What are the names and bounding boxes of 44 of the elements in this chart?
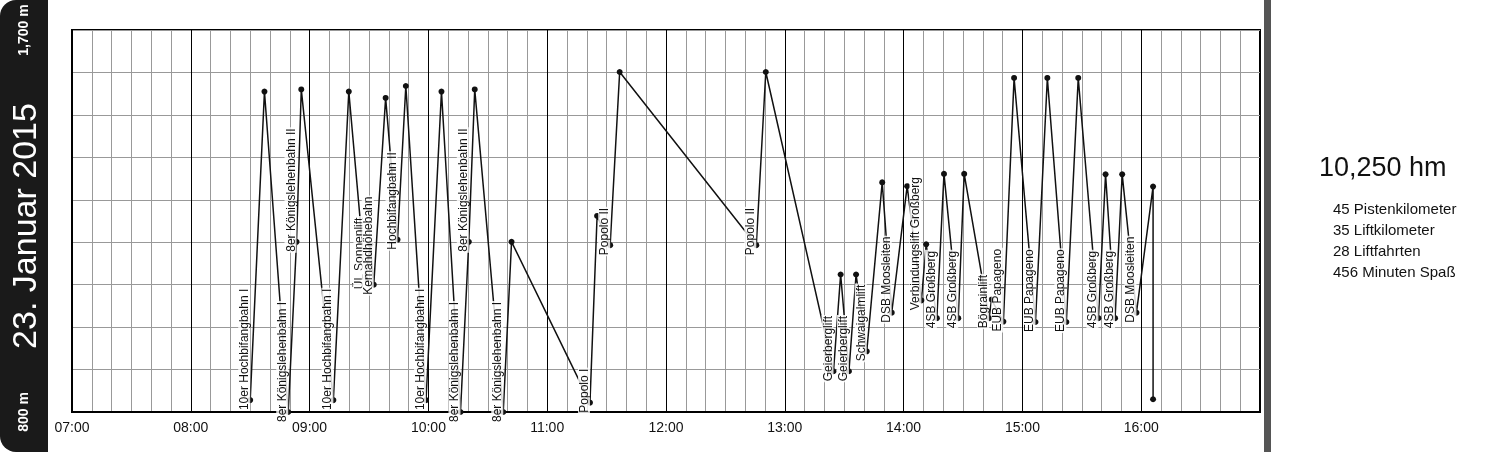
annotation: 4SB Großberg [923, 250, 938, 329]
annotation: Bögrainlift [976, 274, 991, 329]
annotation: 8er Königslehenbahn I [275, 301, 290, 422]
annotation: Popolo II [597, 207, 612, 256]
annotation: 4SB Großberg [1102, 250, 1117, 329]
annotation: DSB Moosleiten [878, 236, 893, 323]
x-tick-label: 13:00 [767, 419, 803, 435]
annotation: EUB Papageno [1053, 248, 1068, 333]
annotation: 10er Hochbifangbahn I [320, 288, 335, 411]
annotation: Hochbifangbahn II [384, 152, 399, 250]
text: 23. Januar 2015 [5, 103, 43, 349]
x-tick-label: 11:00 [530, 419, 565, 435]
text: 35 Liftkilometer [1333, 221, 1435, 238]
annotation: 4SB Großberg [1085, 250, 1100, 329]
x-tick-label: 09:00 [292, 419, 328, 435]
text: 28 Liftfahrten [1333, 242, 1421, 259]
x-tick-label: 14:00 [886, 419, 922, 435]
annotation: EUB Papageno [990, 248, 1005, 332]
text: 456 Minuten Spaß [1333, 263, 1456, 280]
x-tick-label: 16:00 [1123, 419, 1159, 435]
annotation: 4SB Großberg [945, 250, 960, 329]
x-tick-label: 07:00 [54, 419, 90, 435]
annotation: 8er Königslehenbahn II [455, 128, 470, 252]
x-tick-label: 08:00 [173, 419, 209, 435]
annotation: 10er Hochbifangbahn I [413, 288, 428, 411]
annotation: Geierberglift [820, 315, 835, 382]
x-tick-label: 10:00 [410, 419, 447, 435]
x-tick-label: 12:00 [648, 419, 684, 435]
text: 45 Pistenkilometer [1333, 200, 1457, 217]
y-tick-label: 1,700 m [15, 4, 31, 56]
annotation: DSB Moosleiten [1123, 236, 1138, 323]
annotation: Geierberglift [835, 315, 850, 382]
x-tick-label: 15:00 [1004, 419, 1041, 435]
annotation: EUB Papageno [1022, 248, 1037, 333]
annotation: 8er Königslehenbahn I [447, 301, 462, 422]
annotation: Verbindungslift Großberg [908, 176, 923, 311]
annotation: 10er Hochbifangbahn I [237, 288, 252, 411]
annotation: Popolo I [576, 368, 591, 413]
annotation: Schwaigalmlift [853, 283, 868, 362]
annotation: 8er Königslehenbahn II [283, 128, 298, 252]
annotation: 8er Königslehenbahn I [490, 301, 505, 422]
y-tick-label: 800 m [15, 392, 31, 432]
annotation: Popolo II [743, 207, 758, 256]
text: 10,250 hm [1319, 152, 1447, 183]
